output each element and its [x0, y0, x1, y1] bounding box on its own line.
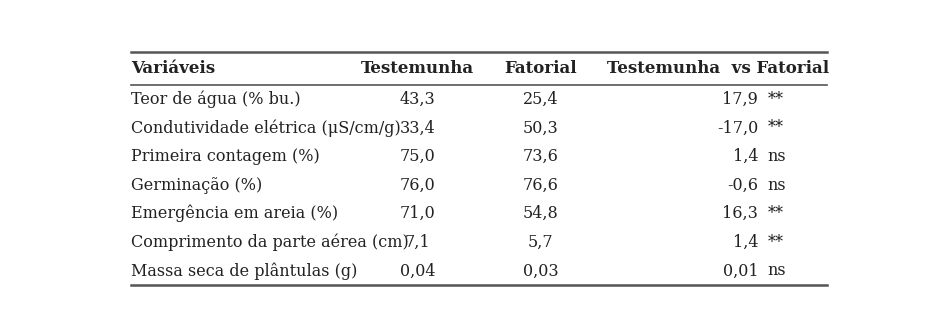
Text: -17,0: -17,0: [717, 119, 758, 137]
Text: 0,03: 0,03: [523, 263, 558, 279]
Text: 43,3: 43,3: [400, 91, 436, 108]
Text: Condutividade elétrica (μS/cm/g): Condutividade elétrica (μS/cm/g): [131, 119, 401, 137]
Text: Fatorial: Fatorial: [505, 60, 577, 77]
Text: -0,6: -0,6: [727, 177, 758, 194]
Text: Testemunha: Testemunha: [361, 60, 474, 77]
Text: 76,0: 76,0: [400, 177, 436, 194]
Text: Comprimento da parte aérea (cm): Comprimento da parte aérea (cm): [131, 234, 410, 251]
Text: **: **: [768, 205, 784, 222]
Text: 73,6: 73,6: [523, 148, 559, 165]
Text: Variáveis: Variáveis: [131, 60, 215, 77]
Text: 7,1: 7,1: [405, 234, 430, 251]
Text: 76,6: 76,6: [523, 177, 559, 194]
Text: Primeira contagem (%): Primeira contagem (%): [131, 148, 320, 165]
Text: 17,9: 17,9: [723, 91, 758, 108]
Text: 16,3: 16,3: [723, 205, 758, 222]
Text: 25,4: 25,4: [523, 91, 558, 108]
Text: 0,04: 0,04: [400, 263, 436, 279]
Text: Emergência em areia (%): Emergência em areia (%): [131, 205, 338, 222]
Text: 33,4: 33,4: [400, 119, 436, 137]
Text: Testemunha  vs Fatorial: Testemunha vs Fatorial: [607, 60, 829, 77]
Text: **: **: [768, 91, 784, 108]
Text: 54,8: 54,8: [523, 205, 558, 222]
Text: 1,4: 1,4: [733, 148, 758, 165]
Text: **: **: [768, 234, 784, 251]
Text: 75,0: 75,0: [400, 148, 436, 165]
Text: 0,01: 0,01: [723, 263, 758, 279]
Text: 71,0: 71,0: [400, 205, 436, 222]
Text: 50,3: 50,3: [523, 119, 558, 137]
Text: ns: ns: [768, 177, 786, 194]
Text: Teor de água (% bu.): Teor de água (% bu.): [131, 90, 301, 108]
Text: 1,4: 1,4: [733, 234, 758, 251]
Text: Germinação (%): Germinação (%): [131, 177, 263, 194]
Text: ns: ns: [768, 263, 786, 279]
Text: 5,7: 5,7: [528, 234, 554, 251]
Text: ns: ns: [768, 148, 786, 165]
Text: **: **: [768, 119, 784, 137]
Text: Massa seca de plântulas (g): Massa seca de plântulas (g): [131, 262, 358, 280]
